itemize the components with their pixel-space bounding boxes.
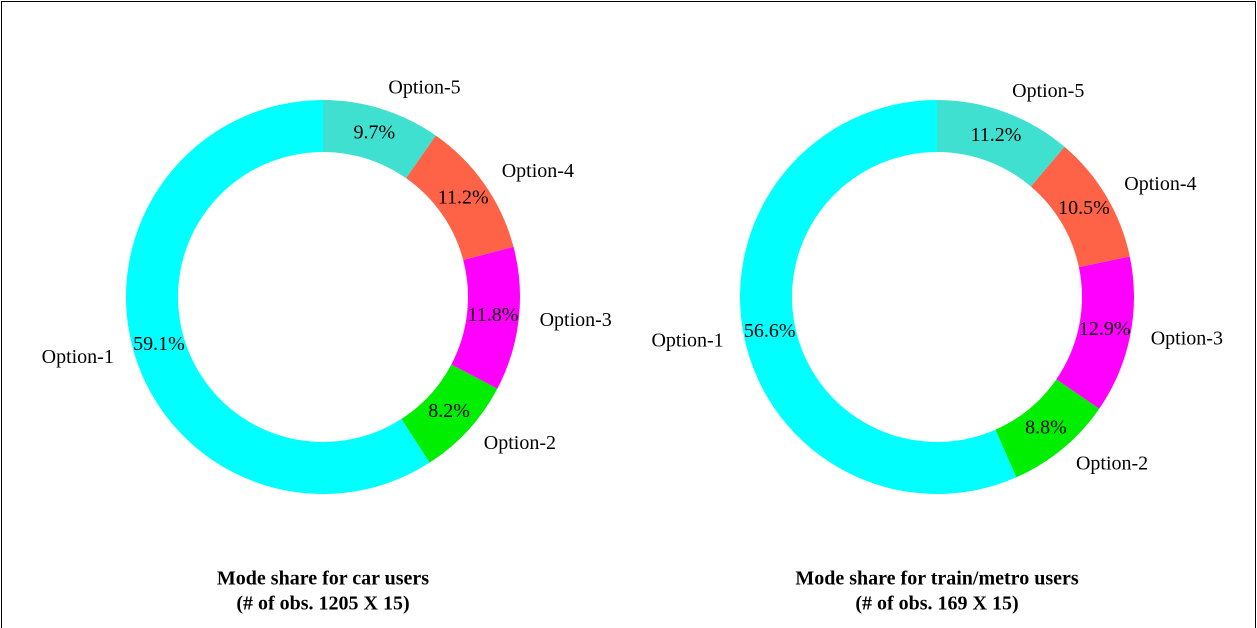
donut-segment <box>995 379 1100 478</box>
slice-label: Option-4 <box>1124 173 1196 195</box>
donut-segment <box>739 100 1017 495</box>
value-label: 9.7% <box>353 121 395 143</box>
donut-segment <box>323 100 436 179</box>
donut-segment <box>937 100 1065 187</box>
slice-label: Option-4 <box>502 160 574 182</box>
value-label: 11.2% <box>970 124 1021 146</box>
donut-segment <box>125 100 430 495</box>
chart-subtitle: (# of obs. 169 X 15) <box>855 593 1018 615</box>
slice-label: Option-3 <box>540 309 612 331</box>
donut-segment <box>401 364 498 463</box>
value-label: 11.2% <box>438 187 489 209</box>
slice-label: Option-5 <box>1012 80 1084 102</box>
value-label: 11.8% <box>467 304 518 326</box>
slice-label: Option-1 <box>651 329 723 351</box>
value-label: 10.5% <box>1058 197 1110 219</box>
slice-label: Option-2 <box>1076 453 1148 475</box>
chart-title: Mode share for train/metro users <box>795 568 1078 590</box>
donut-segment <box>1030 146 1130 268</box>
donut-segment <box>1056 256 1134 409</box>
slice-label: Option-5 <box>388 77 460 99</box>
value-label: 59.1% <box>133 333 185 355</box>
chart-subtitle: (# of obs. 1205 X 15) <box>236 593 409 615</box>
slice-label: Option-2 <box>484 432 556 454</box>
value-label: 56.6% <box>744 320 796 342</box>
slice-label: Option-3 <box>1151 327 1223 349</box>
donut-segment <box>451 246 520 389</box>
value-label: 8.8% <box>1025 416 1067 438</box>
chart-title: Mode share for car users <box>217 568 429 590</box>
value-label: 8.2% <box>428 400 470 422</box>
donut-segment <box>406 135 514 261</box>
value-label: 12.9% <box>1079 318 1131 340</box>
slice-label: Option-1 <box>42 346 114 368</box>
